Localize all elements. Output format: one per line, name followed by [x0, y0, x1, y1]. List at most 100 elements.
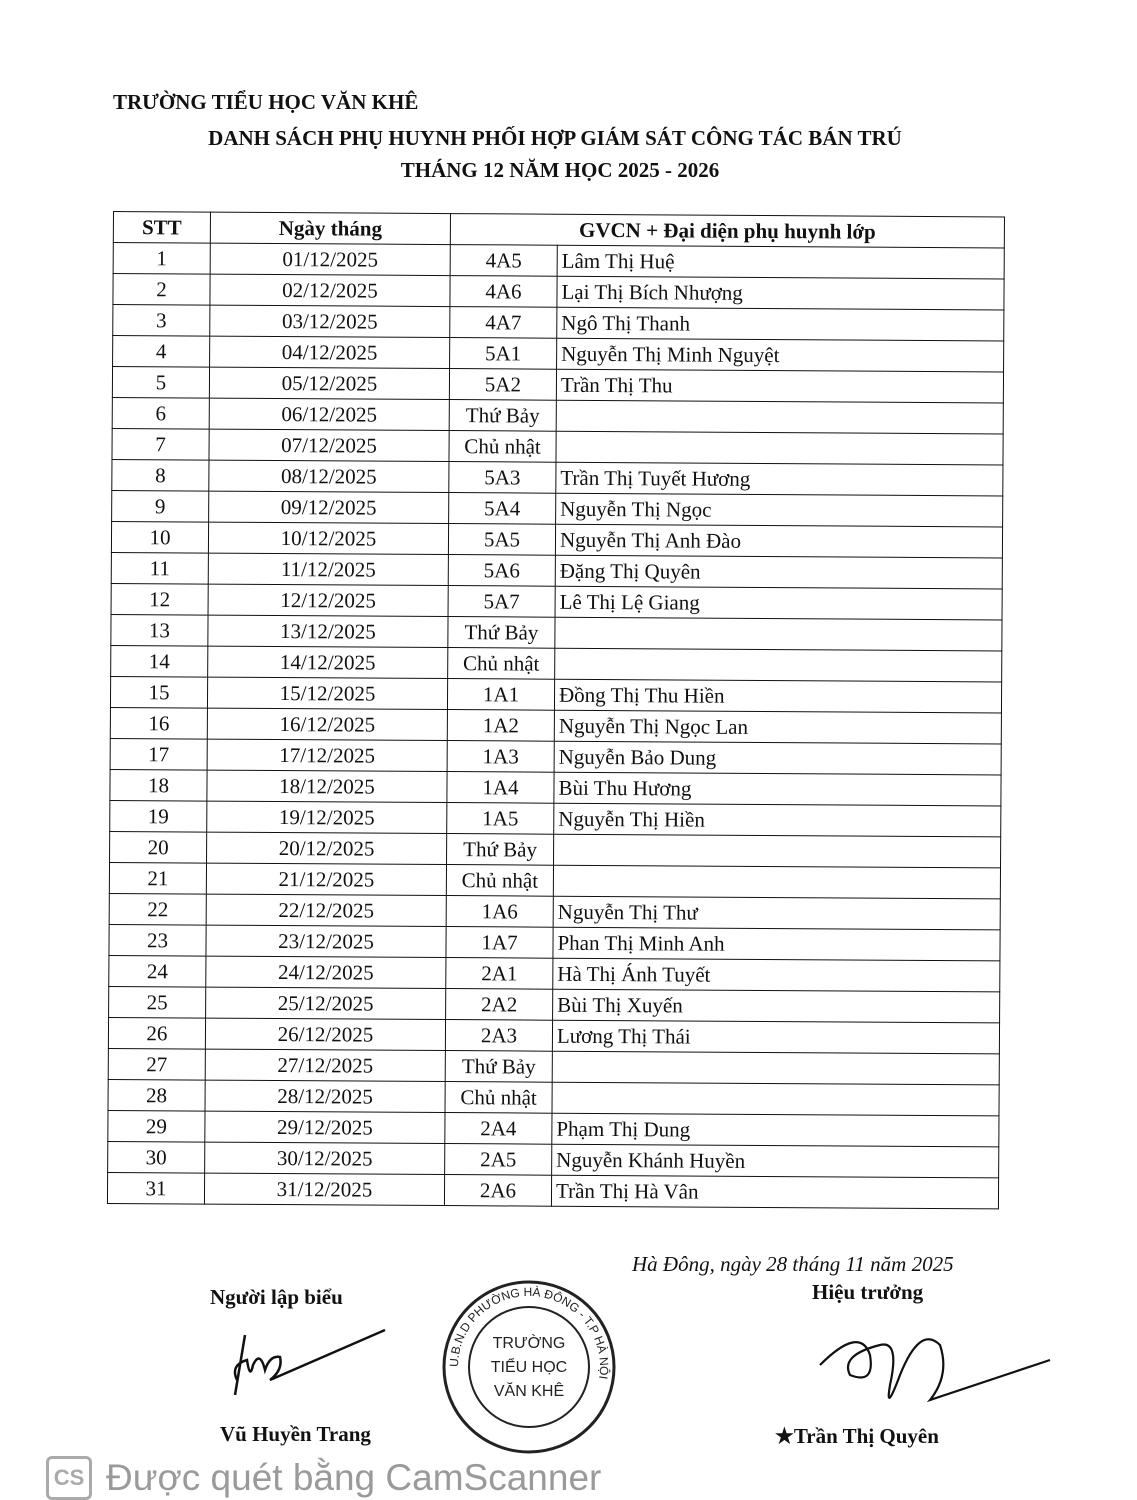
row-stt: 30 — [107, 1141, 205, 1174]
row-date: 30/12/2025 — [204, 1142, 445, 1175]
column-header-date: Ngày tháng — [210, 212, 451, 245]
row-stt: 1 — [113, 242, 211, 275]
row-stt: 22 — [109, 893, 207, 926]
row-class: Thứ Bảy — [445, 1050, 553, 1083]
row-class: Thứ Bảy — [446, 833, 554, 866]
row-stt: 26 — [108, 1017, 206, 1050]
row-stt: 18 — [109, 769, 208, 802]
row-stt: 28 — [108, 1079, 206, 1112]
row-stt: 29 — [107, 1110, 206, 1143]
row-representative: Nguyễn Thị Minh Nguyệt — [556, 338, 1004, 372]
row-representative: Nguyễn Thị Anh Đào — [555, 524, 1003, 558]
row-stt: 15 — [110, 676, 208, 709]
row-class: 5A7 — [448, 585, 556, 618]
row-representative: Lê Thị Lệ Giang — [555, 586, 1003, 620]
row-date: 07/12/2025 — [208, 429, 450, 462]
row-class: 1A3 — [447, 740, 555, 773]
row-date: 23/12/2025 — [205, 925, 447, 958]
row-date: 10/12/2025 — [208, 522, 449, 555]
row-representative — [553, 865, 1001, 899]
row-representative: Hà Thị Ánh Tuyết — [552, 958, 1000, 992]
row-representative — [554, 617, 1003, 651]
row-date: 20/12/2025 — [206, 832, 447, 865]
principal-name: ★Trần Thị Quyên — [775, 1424, 939, 1448]
maker-title: Người lập biểu — [210, 1285, 343, 1309]
row-representative: Phạm Thị Dung — [551, 1113, 999, 1147]
row-stt: 14 — [110, 645, 208, 678]
row-representative: Ngô Thị Thanh — [556, 307, 1004, 341]
principal-signature — [819, 1338, 1051, 1403]
row-date: 01/12/2025 — [210, 243, 451, 276]
document-title: DANH SÁCH PHỤ HUYNH PHỐI HỢP GIÁM SÁT CÔ… — [208, 126, 902, 150]
principal-name-text: Trần Thị Quyên — [793, 1424, 939, 1448]
column-header-representative: GVCN + Đại diện phụ huynh lớp — [450, 213, 1005, 248]
row-date: 13/12/2025 — [207, 615, 449, 648]
row-representative: Lại Thị Bích Nhượng — [556, 276, 1005, 310]
row-stt: 20 — [109, 831, 207, 864]
row-representative — [551, 1082, 1000, 1116]
row-class: 4A7 — [449, 306, 557, 339]
row-class: 1A4 — [446, 771, 555, 804]
row-date: 21/12/2025 — [206, 863, 447, 896]
maker-signature — [233, 1328, 386, 1396]
row-class: Thứ Bảy — [447, 616, 556, 649]
row-stt: 17 — [110, 738, 208, 771]
row-date: 27/12/2025 — [205, 1049, 446, 1082]
row-date: 19/12/2025 — [206, 801, 447, 834]
row-representative: Nguyễn Khánh Huyền — [551, 1144, 999, 1178]
principal-title: Hiệu trưởng — [812, 1280, 924, 1304]
row-representative: Bùi Thị Xuyến — [552, 989, 1000, 1023]
row-date: 28/12/2025 — [205, 1080, 446, 1113]
row-class: 5A5 — [448, 523, 556, 556]
row-date: 16/12/2025 — [207, 708, 448, 741]
row-class: 2A4 — [444, 1112, 552, 1145]
row-representative — [553, 834, 1001, 868]
row-representative — [552, 1051, 1000, 1085]
row-representative — [555, 431, 1004, 465]
row-representative: Lương Thị Thái — [552, 1020, 1000, 1054]
school-name: TRƯỜNG TIỂU HỌC VĂN KHÊ — [113, 90, 419, 114]
schedule-table: STT Ngày tháng GVCN + Đại diện phụ huynh… — [107, 211, 1005, 1209]
row-class: 5A2 — [449, 368, 557, 401]
row-date: 17/12/2025 — [207, 739, 448, 772]
row-stt: 11 — [111, 552, 209, 585]
row-date: 18/12/2025 — [206, 770, 448, 803]
row-stt: 13 — [110, 614, 209, 647]
row-date: 06/12/2025 — [209, 398, 450, 431]
row-date: 22/12/2025 — [206, 894, 447, 927]
row-class: Chủ nhật — [444, 1081, 553, 1114]
table-row: 31 31/12/2025 2A6 Trần Thị Hà Vân — [107, 1172, 999, 1209]
row-date: 25/12/2025 — [205, 987, 446, 1020]
row-class: 5A1 — [449, 337, 557, 370]
row-stt: 10 — [111, 521, 209, 554]
row-representative: Trần Thị Thu — [556, 369, 1004, 403]
row-date: 14/12/2025 — [207, 646, 448, 679]
row-stt: 7 — [111, 428, 210, 461]
row-date: 12/12/2025 — [208, 584, 449, 617]
row-class: 1A6 — [446, 895, 554, 928]
row-representative: Nguyễn Bảo Dung — [554, 741, 1002, 775]
row-stt: 3 — [112, 304, 210, 337]
row-class: 2A1 — [445, 957, 553, 990]
row-class: Thứ Bảy — [449, 399, 557, 432]
row-stt: 2 — [112, 273, 211, 306]
row-date: 24/12/2025 — [205, 956, 446, 989]
place-date: Hà Đông, ngày 28 tháng 11 năm 2025 — [632, 1252, 954, 1276]
row-representative — [556, 400, 1004, 434]
row-stt: 6 — [112, 397, 210, 430]
row-class: 2A6 — [444, 1174, 552, 1207]
row-class: 2A3 — [445, 1019, 553, 1052]
row-representative: Lâm Thị Huệ — [557, 245, 1005, 279]
row-class: 1A1 — [447, 678, 555, 711]
maker-name: Vũ Huyền Trang — [220, 1422, 371, 1446]
row-stt: 23 — [108, 924, 207, 957]
school-stamp: U.B.N.D PHƯỜNG HÀ ĐÔNG - T.P HÀ NỘI TRƯỜ… — [442, 1280, 616, 1454]
row-date: 31/12/2025 — [204, 1173, 445, 1206]
stamp-line: VĂN KHÊ — [494, 1381, 564, 1400]
row-class: 5A3 — [448, 461, 556, 494]
row-date: 05/12/2025 — [209, 367, 450, 400]
row-representative: Đồng Thị Thu Hiền — [554, 679, 1002, 713]
row-representative — [554, 648, 1002, 682]
row-date: 08/12/2025 — [208, 460, 449, 493]
